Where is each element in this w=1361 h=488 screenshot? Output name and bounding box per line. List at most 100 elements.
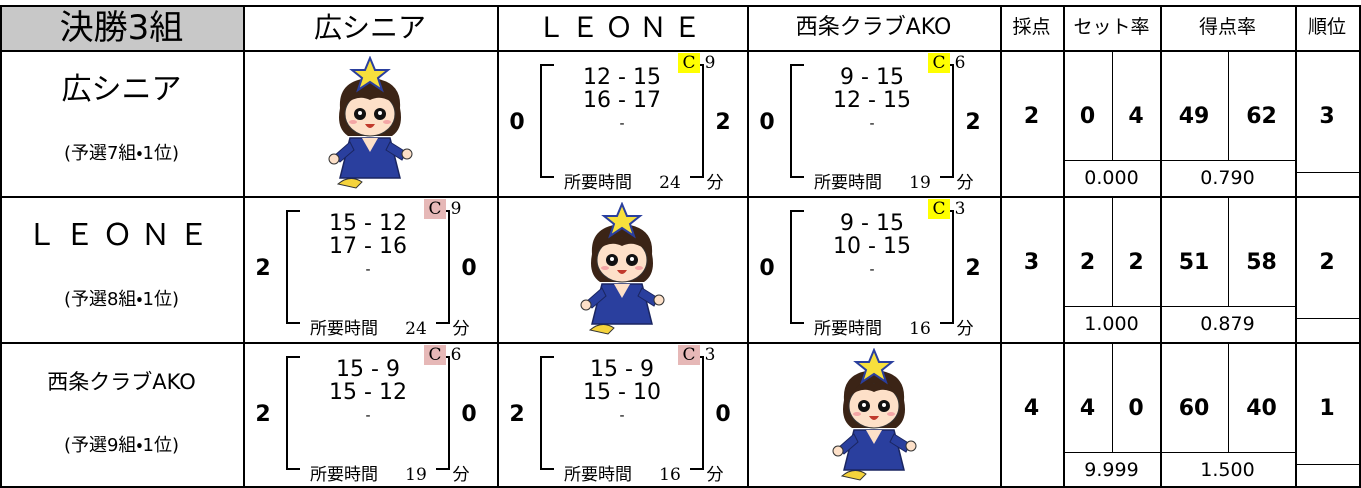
team-note: (予選7組・1位): [63, 143, 180, 164]
mascot-svg: [328, 56, 413, 189]
sets-against: 0: [1128, 396, 1144, 421]
rule: [690, 468, 704, 470]
point-rate: 0.879: [1200, 312, 1255, 335]
rank: 3: [1319, 104, 1335, 129]
time-unit: 分: [706, 172, 724, 193]
sets-for: 0: [1079, 104, 1096, 129]
mascot-svg: [832, 348, 916, 481]
mascot-part: [588, 324, 615, 335]
rule: [286, 322, 300, 324]
rule: [243, 5, 245, 488]
points-for: 60: [1178, 396, 1210, 421]
mascot-part: [365, 124, 375, 128]
mascot-part: [383, 120, 391, 124]
time-label: 所要時間: [814, 172, 882, 193]
rule: [1295, 5, 1297, 488]
mascot-part: [601, 266, 609, 270]
point-rate: 0.790: [1200, 166, 1255, 189]
badge-letter: C: [928, 199, 950, 219]
rule: [790, 64, 792, 178]
rule: [0, 342, 1361, 344]
rule: [1063, 306, 1295, 307]
rule: [702, 356, 704, 470]
rule: [0, 50, 1361, 52]
game-score: 10 - 15: [833, 234, 911, 259]
rule: [0, 5, 2, 488]
rule: [1160, 5, 1162, 488]
rule: [1000, 5, 1002, 488]
rule: [702, 64, 704, 178]
mascot-part: [832, 445, 843, 457]
sets-won: 2: [255, 402, 271, 427]
badge-letter: C: [678, 53, 700, 73]
sets-lost: 2: [965, 110, 981, 135]
sets-for: 4: [1079, 396, 1096, 421]
title-cell-bg: [1, 5, 243, 50]
score: 4: [1023, 396, 1040, 421]
rule: [940, 322, 954, 324]
sets-won: 0: [509, 110, 525, 135]
sets-against: 4: [1128, 104, 1144, 129]
points-for: 51: [1178, 250, 1210, 275]
mascot-part: [865, 430, 882, 444]
rule: [1228, 342, 1229, 452]
rule: [540, 356, 542, 470]
rule: [790, 210, 792, 324]
time-value: 16: [909, 318, 931, 339]
points-against: 40: [1246, 396, 1277, 421]
game-score: 15 - 12: [329, 211, 407, 236]
rank: 1: [1319, 396, 1335, 421]
rank: 2: [1319, 250, 1335, 275]
sets-lost: 2: [715, 110, 731, 135]
badge-letter: C: [928, 53, 950, 73]
sets-won: 2: [255, 256, 271, 281]
time-label: 所要時間: [564, 172, 632, 193]
mascot-part: [653, 294, 665, 306]
rule: [286, 210, 300, 212]
game-score: -: [869, 116, 875, 132]
mascot-svg: [580, 202, 665, 335]
game-score: -: [365, 262, 371, 278]
game-score: -: [365, 408, 371, 424]
game-score: 15 - 12: [329, 380, 407, 405]
set-rate: 9.999: [1084, 458, 1139, 481]
mascot-part: [886, 412, 895, 416]
points-against: 58: [1246, 250, 1277, 275]
column-header: ＬＥＯＮＥ: [536, 10, 707, 44]
time-unit: 分: [452, 318, 470, 339]
time-label: 所要時間: [310, 464, 378, 485]
mascot: [824, 348, 924, 483]
rule: [952, 210, 954, 324]
time-value: 19: [405, 464, 427, 485]
game-score: 15 - 10: [583, 380, 661, 405]
rule: [1228, 196, 1229, 306]
rule: [1295, 172, 1359, 173]
team-note: (予選8組・1位): [63, 289, 180, 310]
mascot-part: [888, 433, 911, 453]
mascot-part: [610, 257, 614, 261]
rule: [1063, 452, 1295, 453]
badge-letter: C: [678, 345, 700, 365]
stat-header: 得点率: [1198, 16, 1256, 38]
mascot-part: [881, 403, 886, 407]
rule: [790, 210, 804, 212]
rule: [1359, 5, 1361, 488]
set-rate: 1.000: [1084, 312, 1139, 335]
rule: [436, 322, 450, 324]
rule: [1295, 464, 1359, 465]
rule: [790, 322, 804, 324]
mascot-part: [346, 89, 394, 104]
rule: [286, 468, 300, 470]
game-score: 16 - 17: [583, 88, 661, 113]
rule: [0, 5, 1361, 7]
mascot-part: [840, 470, 867, 481]
mascot-part: [852, 412, 861, 416]
game-score: 17 - 16: [329, 234, 407, 259]
rule: [540, 468, 554, 470]
mascot-part: [861, 403, 866, 407]
time-value: 16: [659, 464, 681, 485]
sets-won: 0: [759, 256, 775, 281]
badge-number: 3: [704, 344, 716, 365]
mascot-part: [868, 416, 879, 420]
